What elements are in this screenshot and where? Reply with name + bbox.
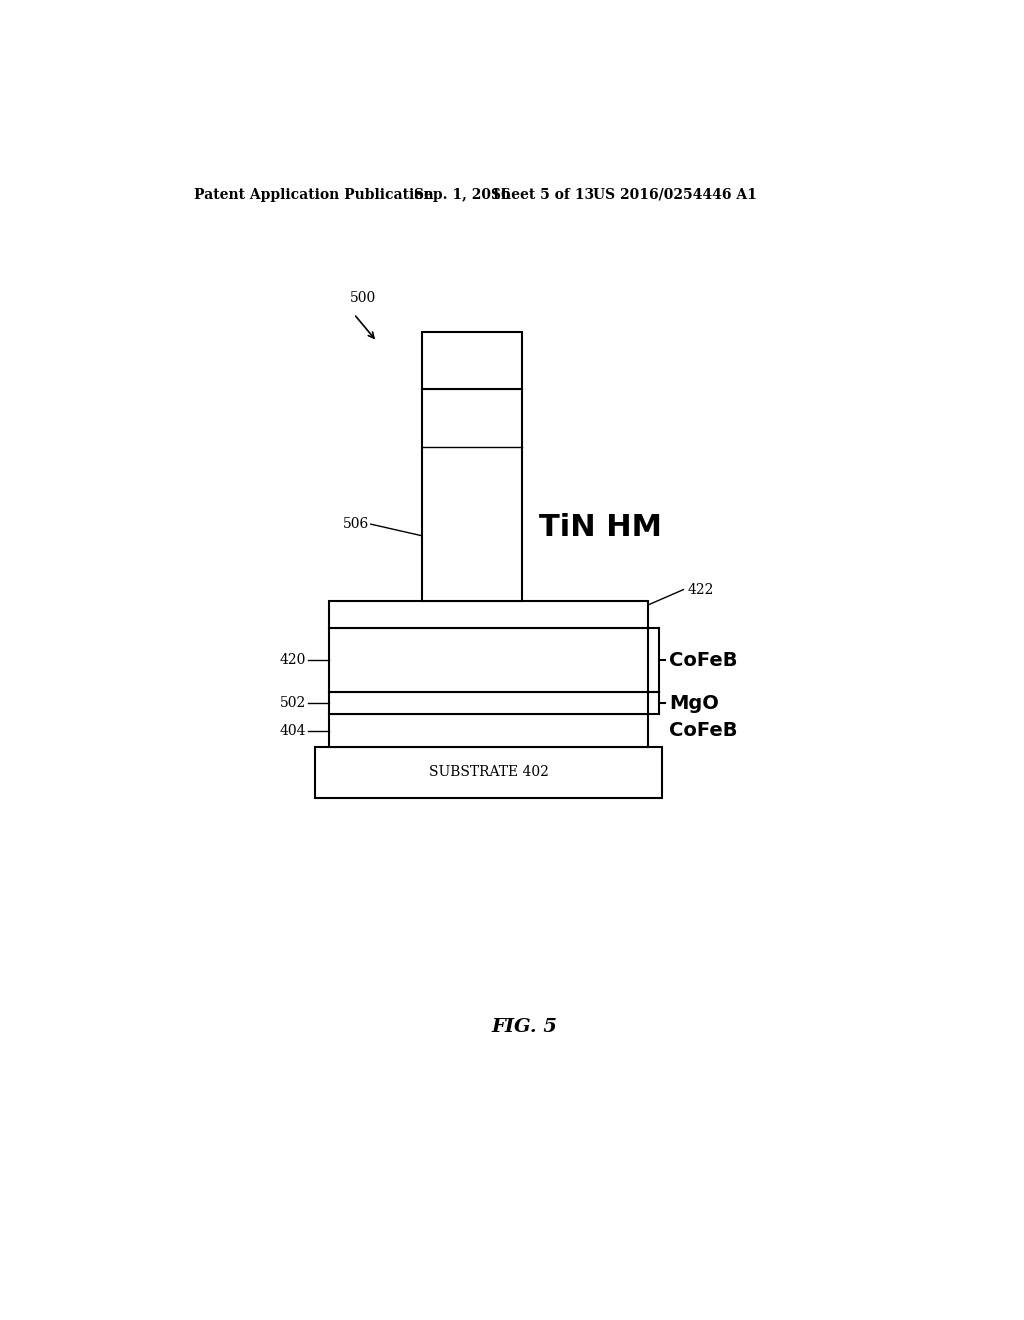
Text: 422: 422 <box>687 582 714 597</box>
Text: 404: 404 <box>280 723 306 738</box>
Text: FIG. 5: FIG. 5 <box>492 1018 558 1036</box>
Bar <box>422 331 521 389</box>
Text: SUBSTRATE 402: SUBSTRATE 402 <box>429 766 549 780</box>
Bar <box>330 692 648 714</box>
Text: Patent Application Publication: Patent Application Publication <box>194 187 433 202</box>
Text: TiN HM: TiN HM <box>539 512 662 541</box>
Text: 420: 420 <box>280 653 306 667</box>
Text: US 2016/0254446 A1: US 2016/0254446 A1 <box>593 187 757 202</box>
Text: CoFeB: CoFeB <box>669 651 737 669</box>
Text: CoFeB: CoFeB <box>669 722 737 741</box>
Bar <box>330 714 648 747</box>
Bar <box>330 601 648 628</box>
Bar <box>330 628 648 692</box>
Text: MgO: MgO <box>669 694 719 713</box>
Text: 502: 502 <box>280 696 306 710</box>
Text: 506: 506 <box>343 517 370 531</box>
Text: 500: 500 <box>350 290 376 305</box>
Text: Sep. 1, 2016: Sep. 1, 2016 <box>414 187 510 202</box>
Bar <box>422 389 521 601</box>
Text: Sheet 5 of 13: Sheet 5 of 13 <box>490 187 594 202</box>
Bar <box>315 747 662 797</box>
